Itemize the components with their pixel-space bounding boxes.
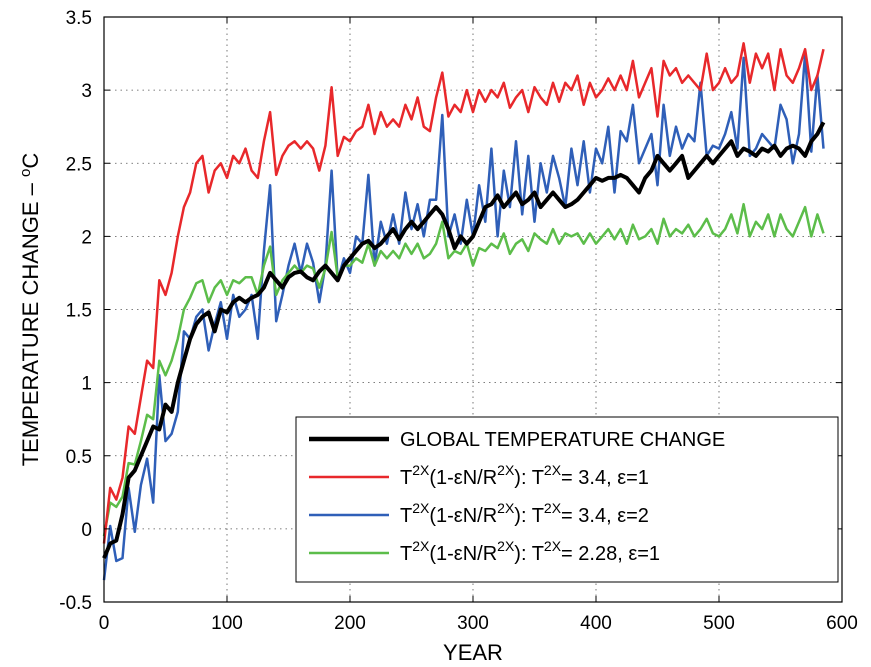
y-tick-label: 2 (81, 227, 92, 248)
x-tick-label: 500 (703, 613, 735, 634)
x-axis-label: YEAR (443, 640, 503, 665)
y-tick-label: 0.5 (66, 447, 92, 468)
x-tick-label: 200 (334, 613, 366, 634)
axis-ticks (103, 16, 843, 603)
legend-label-3: T2X(1-εN/R2X): T2X= 2.28, ε=1 (400, 538, 660, 565)
x-tick-label: 600 (826, 613, 858, 634)
x-tick-label: 300 (457, 613, 489, 634)
legend: GLOBAL TEMPERATURE CHANGE T2X(1-εN/R2X): … (295, 416, 839, 583)
series-line-1 (102, 42, 825, 544)
series-layer (102, 42, 826, 581)
x-tick-label: 400 (580, 613, 612, 634)
y-tick-labels: -0.5 0 0.5 1 1.5 2 2.5 3 3.5 (59, 8, 92, 614)
series-line-0 (102, 121, 826, 559)
legend-box (295, 416, 839, 583)
y-axis-label: TEMPERATURE CHANGE – oC (17, 153, 43, 467)
y-tick-label: 3 (81, 81, 92, 102)
series-line-2 (102, 52, 825, 581)
legend-label-2: T2X(1-εN/R2X): T2X= 3.4, ε=2 (400, 500, 649, 527)
y-tick-label: 0 (81, 520, 92, 541)
y-tick-label: 2.5 (66, 154, 92, 175)
x-tick-label: 0 (99, 613, 110, 634)
y-tick-label: 1.5 (66, 301, 92, 322)
legend-label-1: T2X(1-εN/R2X): T2X= 3.4, ε=1 (400, 462, 649, 489)
y-tick-label: 1 (81, 374, 92, 395)
y-tick-label: -0.5 (59, 593, 92, 614)
legend-label-0: GLOBAL TEMPERATURE CHANGE (400, 429, 725, 451)
x-tick-label: 100 (211, 613, 243, 634)
series-line-3 (102, 202, 825, 537)
y-tick-label: 3.5 (66, 8, 92, 29)
x-tick-labels: 0 100 200 300 400 500 600 (99, 613, 858, 634)
